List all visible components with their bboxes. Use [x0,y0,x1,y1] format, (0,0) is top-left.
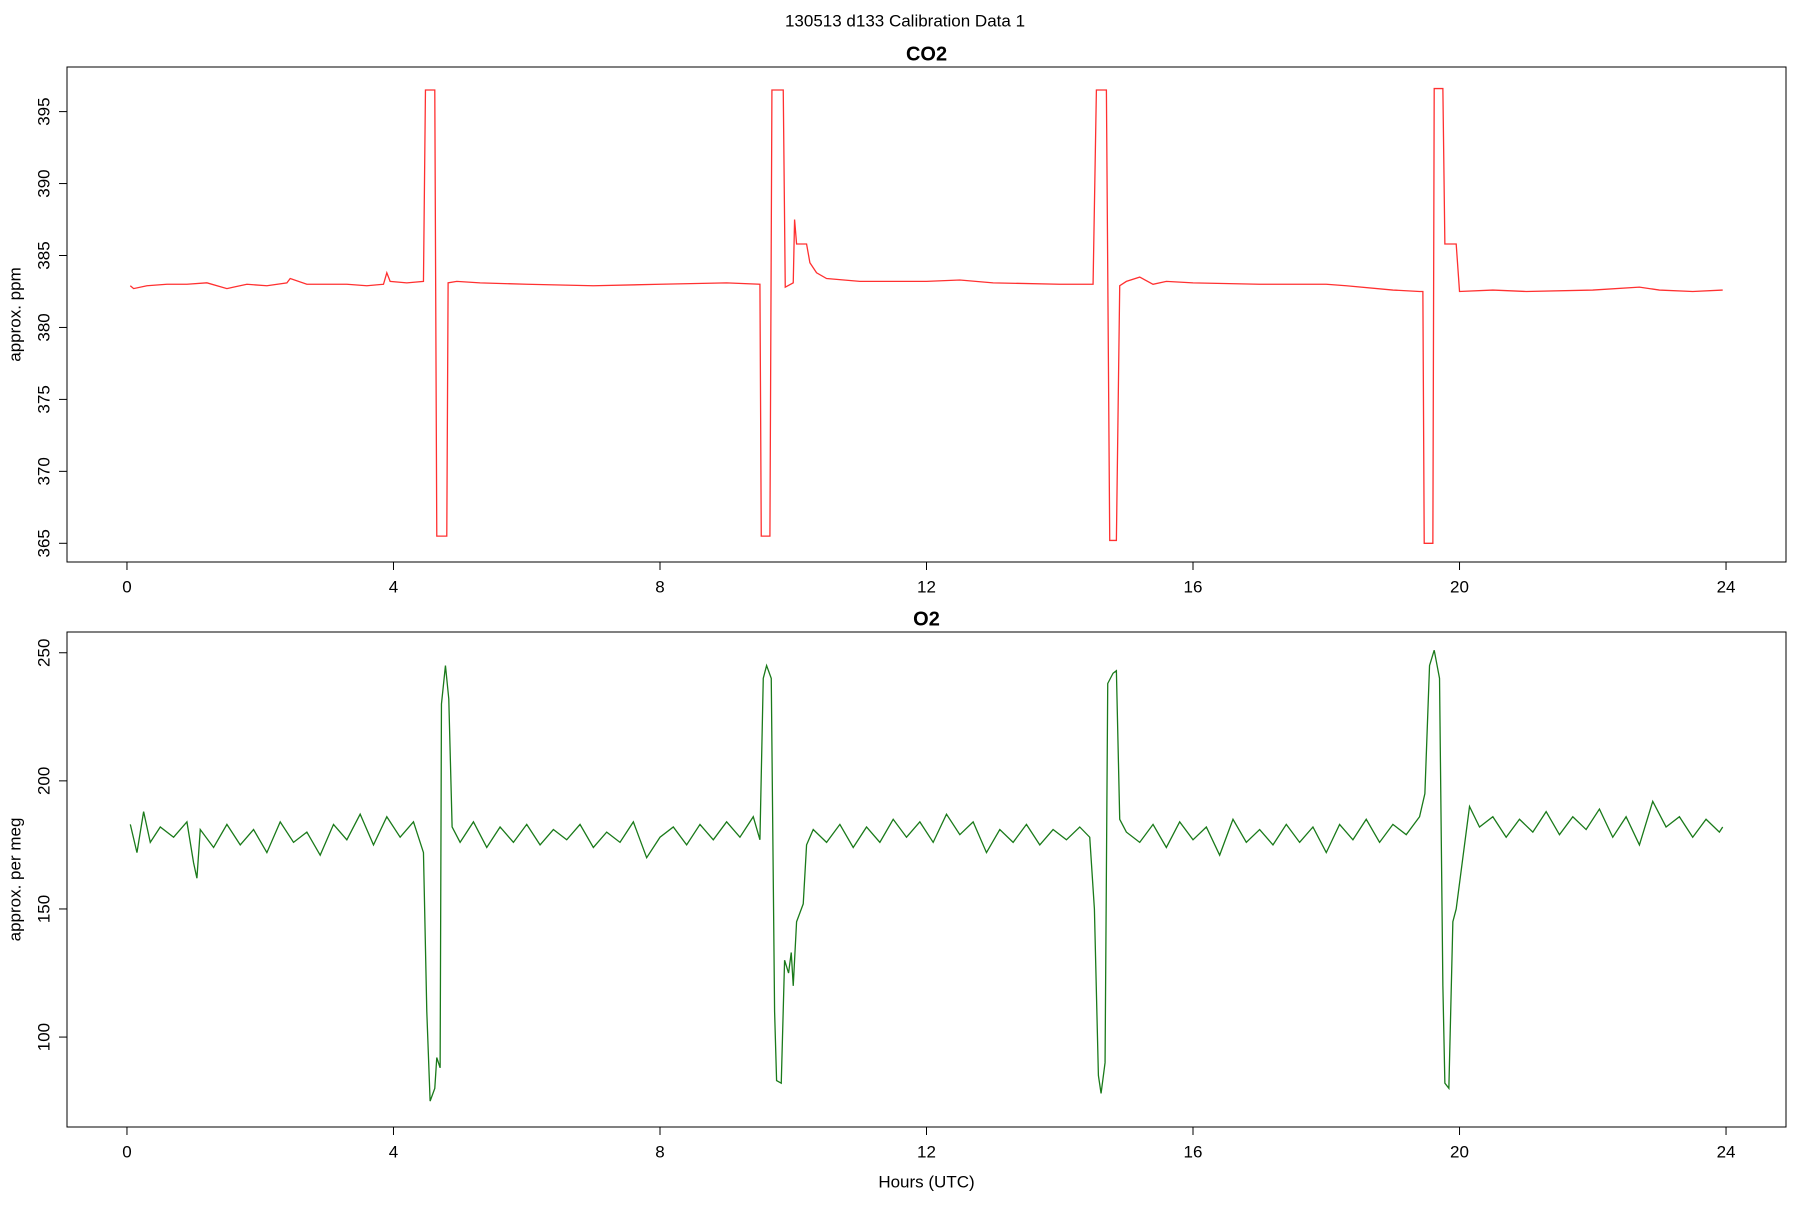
chart-title: O2 [913,608,940,630]
x-tick-label: 4 [389,577,398,596]
data-line [129,650,1724,1102]
chart-title: CO2 [906,43,947,65]
y-tick-label: 385 [34,241,53,269]
x-tick-label: 12 [917,1142,936,1161]
y-tick-label: 200 [34,767,53,795]
x-tick-label: 8 [655,577,664,596]
data-line [129,87,1723,544]
y-tick-label: 150 [34,895,53,923]
y-tick-label: 100 [34,1023,53,1051]
x-tick-label: 8 [655,1142,664,1161]
x-tick-label: 24 [1717,577,1736,596]
x-axis-label: Hours (UTC) [878,1172,974,1191]
y-tick-label: 250 [34,639,53,667]
y-tick-label: 380 [34,313,53,341]
y-axis-label: approx. per meg [5,818,24,942]
y-tick-label: 370 [34,457,53,485]
x-tick-label: 0 [122,1142,131,1161]
y-tick-label: 375 [34,385,53,413]
x-tick-label: 0 [122,577,131,596]
x-tick-label: 4 [389,1142,398,1161]
x-tick-label: 12 [917,577,936,596]
x-tick-label: 20 [1450,1142,1469,1161]
y-tick-label: 365 [34,529,53,557]
x-tick-label: 20 [1450,577,1469,596]
y-axis-label: approx. ppm [5,267,24,362]
y-tick-label: 390 [34,169,53,197]
x-tick-label: 16 [1184,577,1203,596]
x-tick-label: 16 [1184,1142,1203,1161]
y-tick-label: 395 [34,97,53,125]
figure-title: 130513 d133 Calibration Data 1 [785,11,1025,30]
x-tick-label: 24 [1717,1142,1736,1161]
